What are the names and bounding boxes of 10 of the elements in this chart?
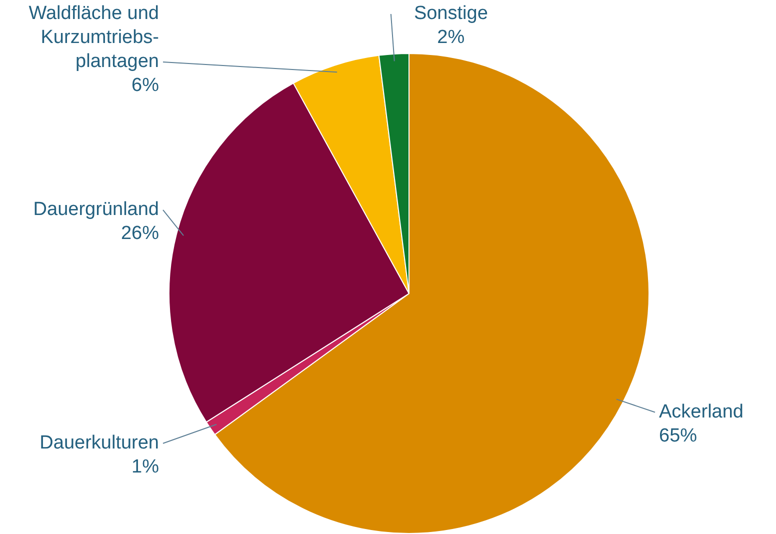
- data-label: 65%: [659, 425, 698, 446]
- slice-label: Ackerland: [659, 401, 744, 422]
- data-label: 1%: [132, 456, 160, 478]
- slice-label: Dauergrünland: [33, 199, 159, 220]
- slice-label: Dauerkulturen: [40, 432, 159, 454]
- slice-label: Sonstige: [414, 3, 488, 24]
- data-label: 2%: [437, 27, 465, 48]
- data-label: 26%: [120, 223, 160, 244]
- data-label: 6%: [132, 75, 160, 96]
- slice-label: Waldfläche und Kurzumtriebs-plantagen: [28, 3, 159, 72]
